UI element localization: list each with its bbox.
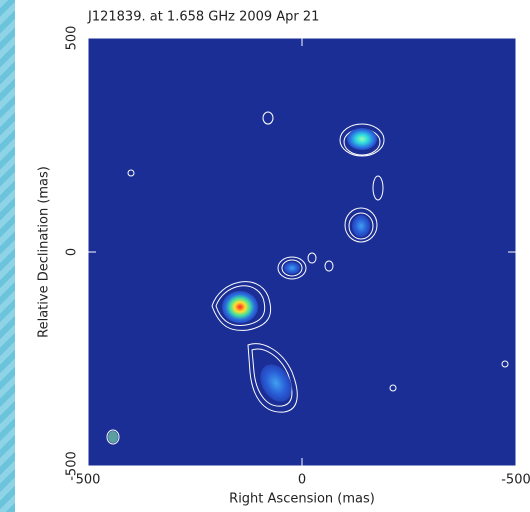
x-axis-label: Right Ascension (mas) <box>229 492 375 507</box>
chart-title: J121839. at 1.658 GHz 2009 Apr 21 <box>87 10 319 25</box>
y-tick-label: -500 <box>65 451 80 481</box>
y-tick-label: 0 <box>65 248 80 256</box>
y-axis-label: Relative Declination (mas) <box>37 166 52 338</box>
plot-area <box>88 38 516 466</box>
chart: J121839. at 1.658 GHz 2009 Apr 21 Right … <box>0 0 530 512</box>
y-tick-label: 500 <box>65 26 80 51</box>
x-tick-label: -500 <box>501 473 530 488</box>
page: J121839. at 1.658 GHz 2009 Apr 21 Right … <box>0 0 530 512</box>
x-tick-label: 0 <box>298 473 306 488</box>
